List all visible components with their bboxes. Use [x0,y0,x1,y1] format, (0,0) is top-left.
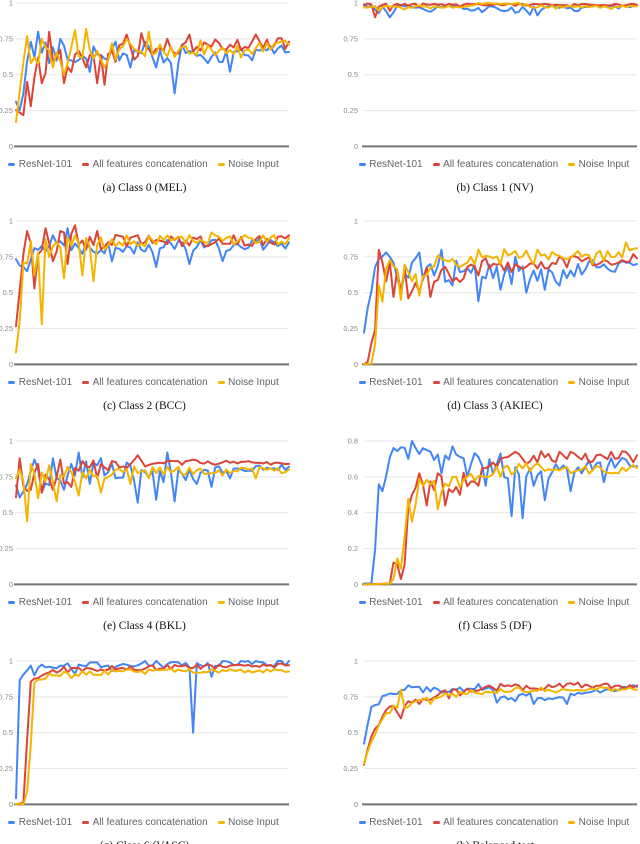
svg-text:0.2: 0.2 [348,544,358,553]
svg-text:1: 1 [354,657,358,666]
svg-text:0.25: 0.25 [343,324,358,333]
svg-text:1: 1 [9,217,13,226]
svg-text:0: 0 [354,580,358,589]
svg-text:0: 0 [9,142,13,151]
svg-text:0.8: 0.8 [348,437,358,446]
svg-text:0.5: 0.5 [3,288,13,297]
svg-text:0.5: 0.5 [348,288,358,297]
svg-text:1: 1 [354,217,358,226]
svg-text:0.6: 0.6 [348,472,358,481]
svg-text:0.75: 0.75 [343,252,358,261]
svg-text:0.75: 0.75 [0,472,13,481]
svg-text:0.5: 0.5 [348,70,358,79]
svg-text:0: 0 [9,800,13,809]
svg-text:0.25: 0.25 [343,106,358,115]
svg-text:0.25: 0.25 [0,106,13,115]
svg-text:0.25: 0.25 [0,544,13,553]
svg-text:0: 0 [9,360,13,369]
svg-text:0.5: 0.5 [348,728,358,737]
svg-text:0.25: 0.25 [0,324,13,333]
svg-text:0: 0 [354,800,358,809]
svg-text:0.25: 0.25 [0,764,13,773]
svg-text:0.75: 0.75 [0,34,13,43]
svg-text:0.5: 0.5 [3,728,13,737]
svg-text:1: 1 [354,0,358,8]
svg-text:0.4: 0.4 [348,508,358,517]
svg-text:0.25: 0.25 [343,764,358,773]
svg-text:1: 1 [9,657,13,666]
svg-text:0.5: 0.5 [3,70,13,79]
svg-text:1: 1 [9,437,13,446]
svg-text:0.5: 0.5 [3,508,13,517]
svg-text:0: 0 [354,360,358,369]
svg-text:0: 0 [354,142,358,151]
svg-text:0.75: 0.75 [343,34,358,43]
svg-text:1: 1 [9,0,13,8]
svg-text:0.75: 0.75 [0,692,13,701]
svg-text:0.75: 0.75 [0,252,13,261]
svg-text:0.75: 0.75 [343,692,358,701]
svg-text:0: 0 [9,580,13,589]
